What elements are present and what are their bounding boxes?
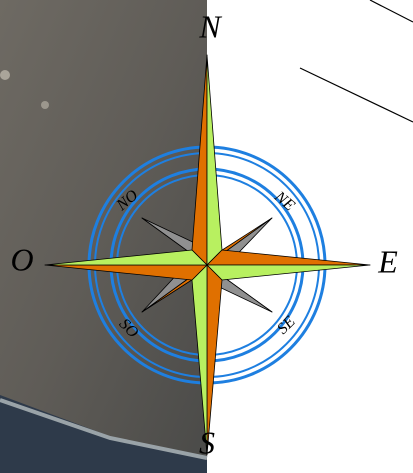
map-view: N E S O NE SE SO NO bbox=[0, 0, 413, 473]
east-label: E bbox=[377, 243, 398, 279]
north-label: N bbox=[198, 8, 222, 44]
terrain-spot bbox=[0, 70, 10, 80]
terrain-spot bbox=[41, 101, 49, 109]
west-label: O bbox=[10, 241, 33, 277]
page: N E S O NE SE SO NO (() => { const data … bbox=[0, 0, 413, 473]
south-label: S bbox=[199, 424, 215, 460]
